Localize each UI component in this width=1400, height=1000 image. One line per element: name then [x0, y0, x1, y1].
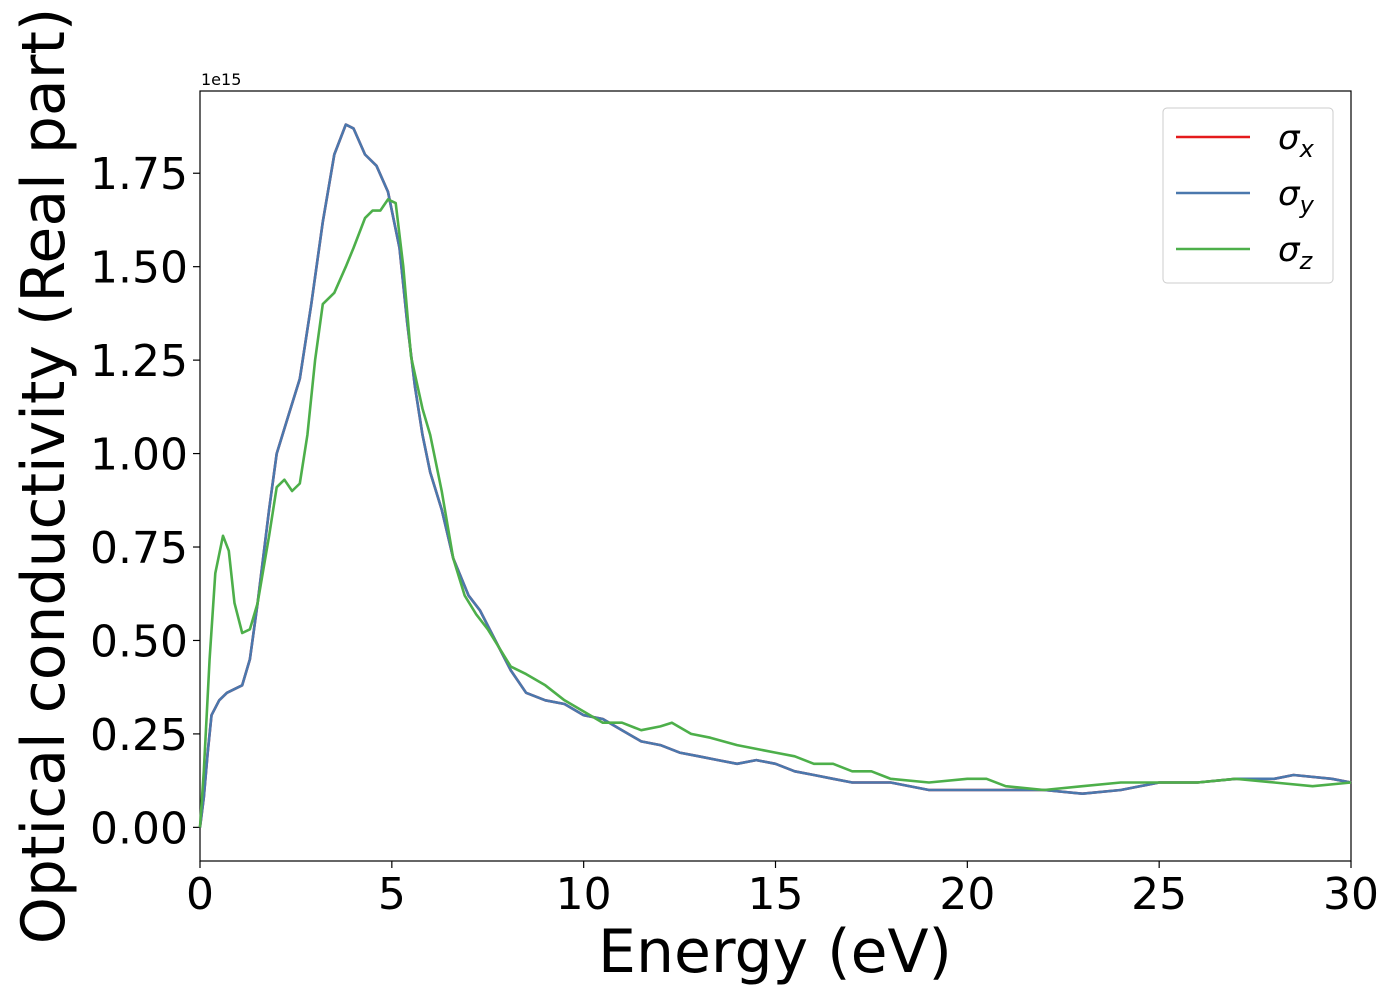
series-lines	[198, 123, 1352, 828]
y-tick-label: 0.00	[90, 803, 188, 854]
offset-text: 1e15	[201, 70, 241, 89]
series-line-z	[198, 198, 1352, 828]
series-line-y	[198, 123, 1352, 828]
x-tick-label: 0	[186, 869, 214, 920]
y-tick-label: 1.25	[90, 336, 188, 387]
x-tick-label: 25	[1131, 869, 1187, 920]
y-tick-label: 1.00	[90, 430, 188, 481]
y-axis-label: Optical conductivity (Real part)	[9, 8, 79, 945]
x-tick-label: 30	[1323, 869, 1379, 920]
y-axis-ticks: 0.00 0.25 0.50 0.75 1.00 1.25 1.50 1.75	[90, 149, 200, 854]
x-tick-label: 5	[378, 869, 406, 920]
x-axis-label: Energy (eV)	[598, 917, 952, 987]
y-tick-label: 0.50	[90, 616, 188, 667]
y-tick-label: 0.75	[90, 523, 188, 574]
x-axis-ticks: 0 5 10 15 20 25 30	[186, 861, 1379, 920]
y-tick-label: 1.50	[90, 243, 188, 294]
legend-box	[1162, 107, 1334, 284]
x-tick-label: 10	[556, 869, 612, 920]
y-tick-label: 1.75	[90, 149, 188, 200]
y-tick-label: 0.25	[90, 710, 188, 761]
x-tick-label: 20	[939, 869, 995, 920]
x-tick-label: 15	[748, 869, 804, 920]
